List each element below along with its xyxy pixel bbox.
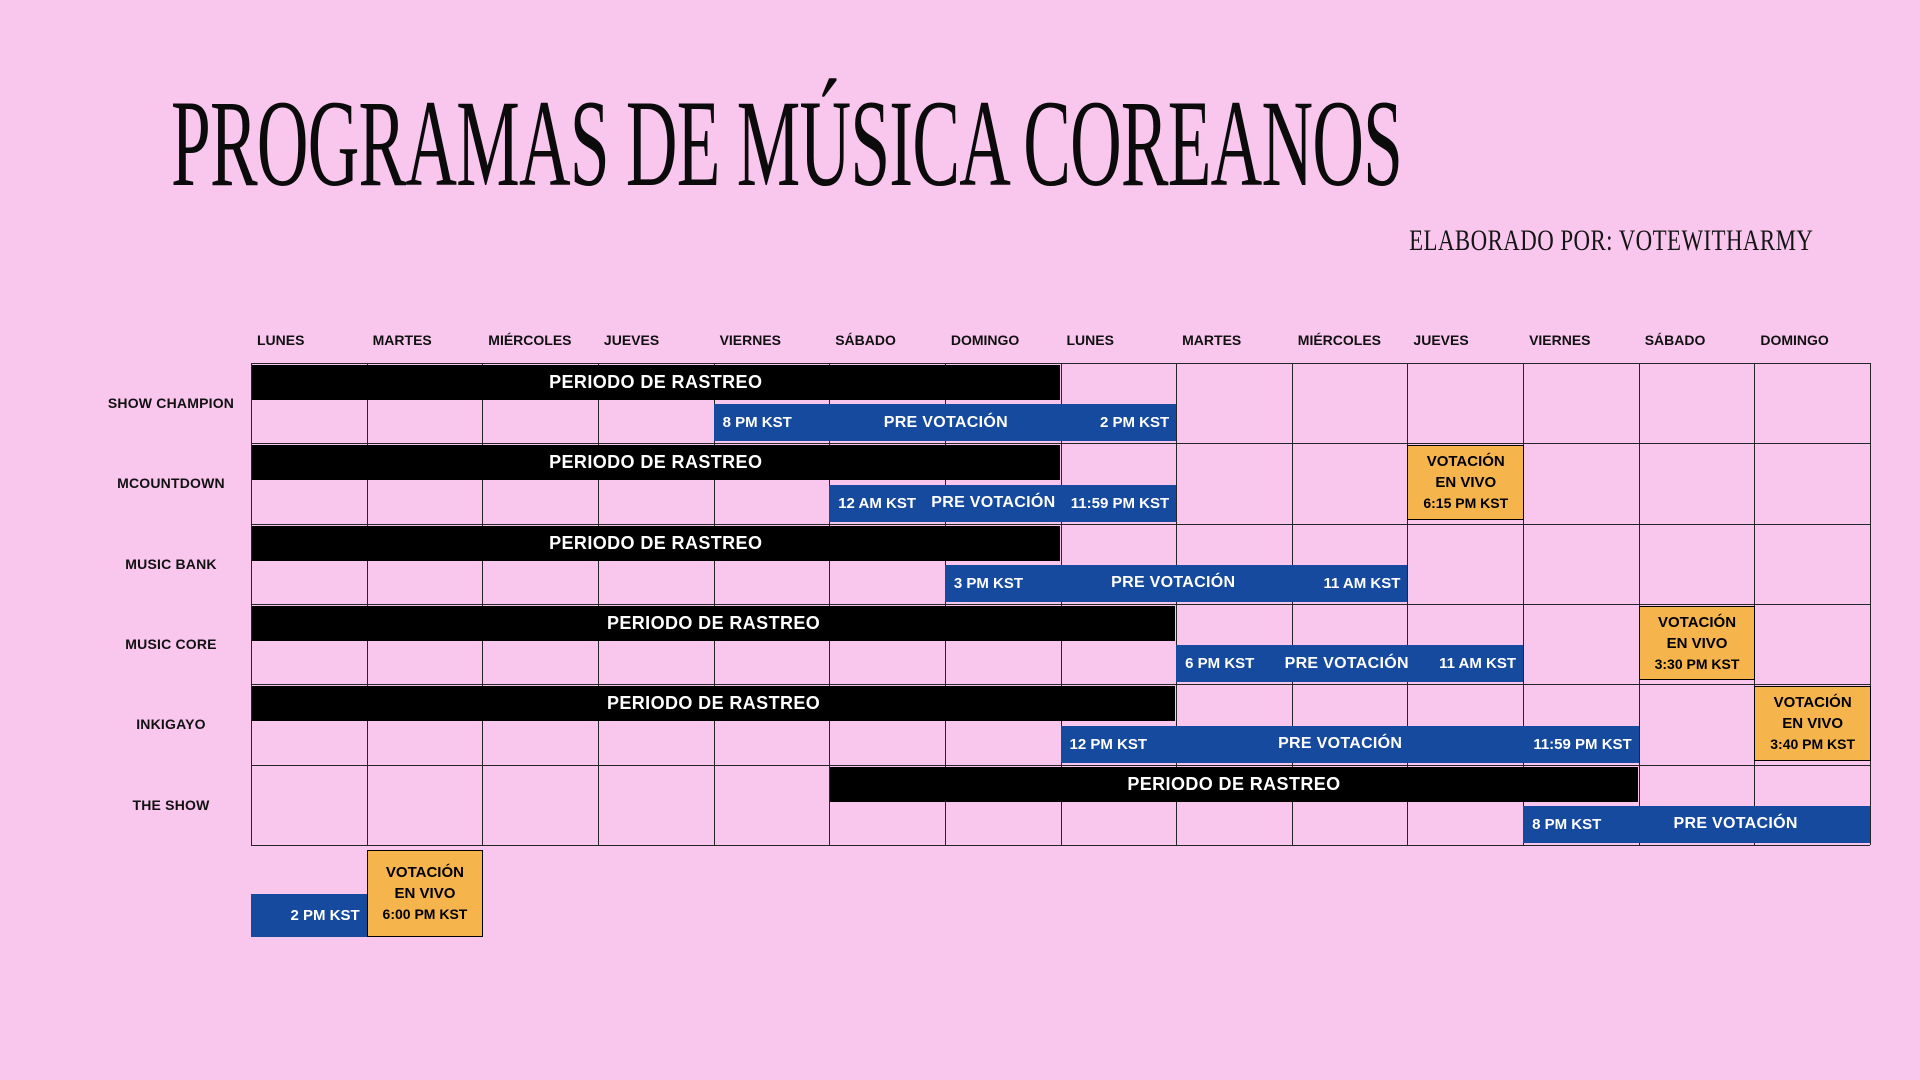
live-vote-label: VOTACIÓN (385, 864, 464, 882)
grid-hline (251, 363, 1870, 364)
prevote-label: PRE VOTACIÓN (1673, 815, 1798, 833)
tracking-bar: PERIODO DE RASTREO (252, 445, 1060, 481)
day-header: MIÉRCOLES (1297, 332, 1382, 348)
program-label: INKIGAYO (136, 716, 206, 733)
prevote-end-time: 2 PM KST (290, 907, 360, 925)
live-vote-label: VOTACIÓN (1657, 613, 1737, 631)
prevote-start-time: 12 AM KST (838, 494, 916, 512)
prevote-bar: 3 PM KST PRE VOTACIÓN 11 AM KST (944, 564, 1408, 602)
live-vote-time: 3:30 PM KST (1654, 655, 1740, 672)
day-header: VIERNES (719, 332, 782, 348)
prevote-bar: 12 PM KST PRE VOTACIÓN 11:59 PM KST (1060, 725, 1639, 763)
day-header: DOMINGO (1760, 332, 1829, 348)
day-header: MARTES (1182, 332, 1242, 348)
live-vote-label: VOTACIÓN (1426, 452, 1505, 470)
day-header: MARTES (372, 332, 432, 348)
program-label: MUSIC CORE (125, 636, 217, 653)
day-header: JUEVES (603, 332, 660, 348)
tracking-bar: PERIODO DE RASTREO (252, 525, 1060, 561)
grid-hline (251, 443, 1870, 445)
day-header: MIÉRCOLES (488, 332, 572, 348)
grid-vline (1870, 363, 1871, 845)
prevote-start-time: 6 PM KST (1185, 655, 1255, 673)
prevote-label: PRE VOTACIÓN (883, 413, 1008, 431)
prevote-start-time: 3 PM KST (953, 574, 1024, 592)
day-header: JUEVES (1413, 332, 1469, 348)
tracking-bar: PERIODO DE RASTREO (252, 686, 1176, 722)
tracking-bar: PERIODO DE RASTREO (252, 606, 1176, 642)
live-vote-box: VOTACIÓN EN VIVO 6:00 PM KST (366, 850, 484, 938)
prevote-label: PRE VOTACIÓN (1284, 654, 1409, 672)
program-label: SHOW CHAMPION (107, 395, 235, 412)
live-vote-box: VOTACIÓN EN VIVO 3:30 PM KST (1638, 606, 1756, 681)
program-label: MCOUNTDOWN (117, 475, 225, 492)
prevote-end-time: 11 AM KST (1439, 655, 1517, 673)
live-vote-box: VOTACIÓN EN VIVO 3:40 PM KST (1754, 686, 1871, 761)
program-label: THE SHOW (132, 796, 210, 813)
prevote-bar: 8 PM KST PRE VOTACIÓN (1523, 805, 1870, 843)
credit-line: ELABORADO POR: VOTEWITHARMY (1408, 224, 1813, 257)
prevote-start-time: 8 PM KST (722, 414, 792, 432)
prevote-label: PRE VOTACIÓN (1278, 735, 1403, 753)
prevote-end-time: 11:59 PM KST (1070, 494, 1170, 512)
day-header: VIERNES (1529, 332, 1591, 348)
prevote-end-time: 11 AM KST (1323, 574, 1401, 592)
live-vote-time: 3:40 PM KST (1770, 735, 1856, 752)
prevote-label: PRE VOTACIÓN (931, 494, 1056, 512)
live-vote-label: EN VIVO (1666, 634, 1728, 652)
live-vote-label: EN VIVO (1782, 714, 1844, 732)
page-title: PROGRAMAS DE MÚSICA COREANOS (171, 75, 1403, 213)
live-vote-label: EN VIVO (1435, 473, 1497, 491)
prevote-bar: 12 AM KST PRE VOTACIÓN 11:59 PM KST (829, 484, 1177, 522)
tracking-bar: PERIODO DE RASTREO (252, 365, 1060, 401)
program-label: MUSIC BANK (125, 555, 217, 572)
prevote-start-time: 8 PM KST (1532, 815, 1602, 833)
grid-hline (251, 523, 1870, 525)
live-vote-time: 6:15 PM KST (1423, 494, 1509, 511)
day-header: LUNES (1066, 332, 1114, 348)
live-vote-time: 6:00 PM KST (382, 906, 468, 923)
tracking-bar: PERIODO DE RASTREO (830, 766, 1638, 802)
live-vote-box: VOTACIÓN EN VIVO 6:15 PM KST (1407, 445, 1525, 520)
day-header: DOMINGO (950, 332, 1020, 348)
grid-hline (251, 764, 1870, 766)
prevote-bar: 8 PM KST PRE VOTACIÓN 2 PM KST (713, 404, 1177, 442)
prevote-end-time: 2 PM KST (1099, 414, 1170, 432)
prevote-end-time: 11:59 PM KST (1533, 735, 1632, 753)
live-vote-label: EN VIVO (394, 885, 456, 903)
grid-hline (251, 845, 1870, 846)
grid-hline (251, 604, 1870, 605)
live-vote-label: VOTACIÓN (1773, 693, 1852, 711)
grid-hline (251, 684, 1870, 686)
prevote-label: PRE VOTACIÓN (1111, 574, 1236, 592)
prevote-start-time: 12 PM KST (1069, 735, 1148, 753)
day-header: SÁBADO (1644, 332, 1706, 348)
prevote-bar: 6 PM KST PRE VOTACIÓN 11 AM KST (1176, 645, 1524, 683)
prevote-bar: 2 PM KST (251, 894, 367, 938)
day-header: LUNES (257, 332, 305, 348)
day-header: SÁBADO (835, 332, 896, 348)
